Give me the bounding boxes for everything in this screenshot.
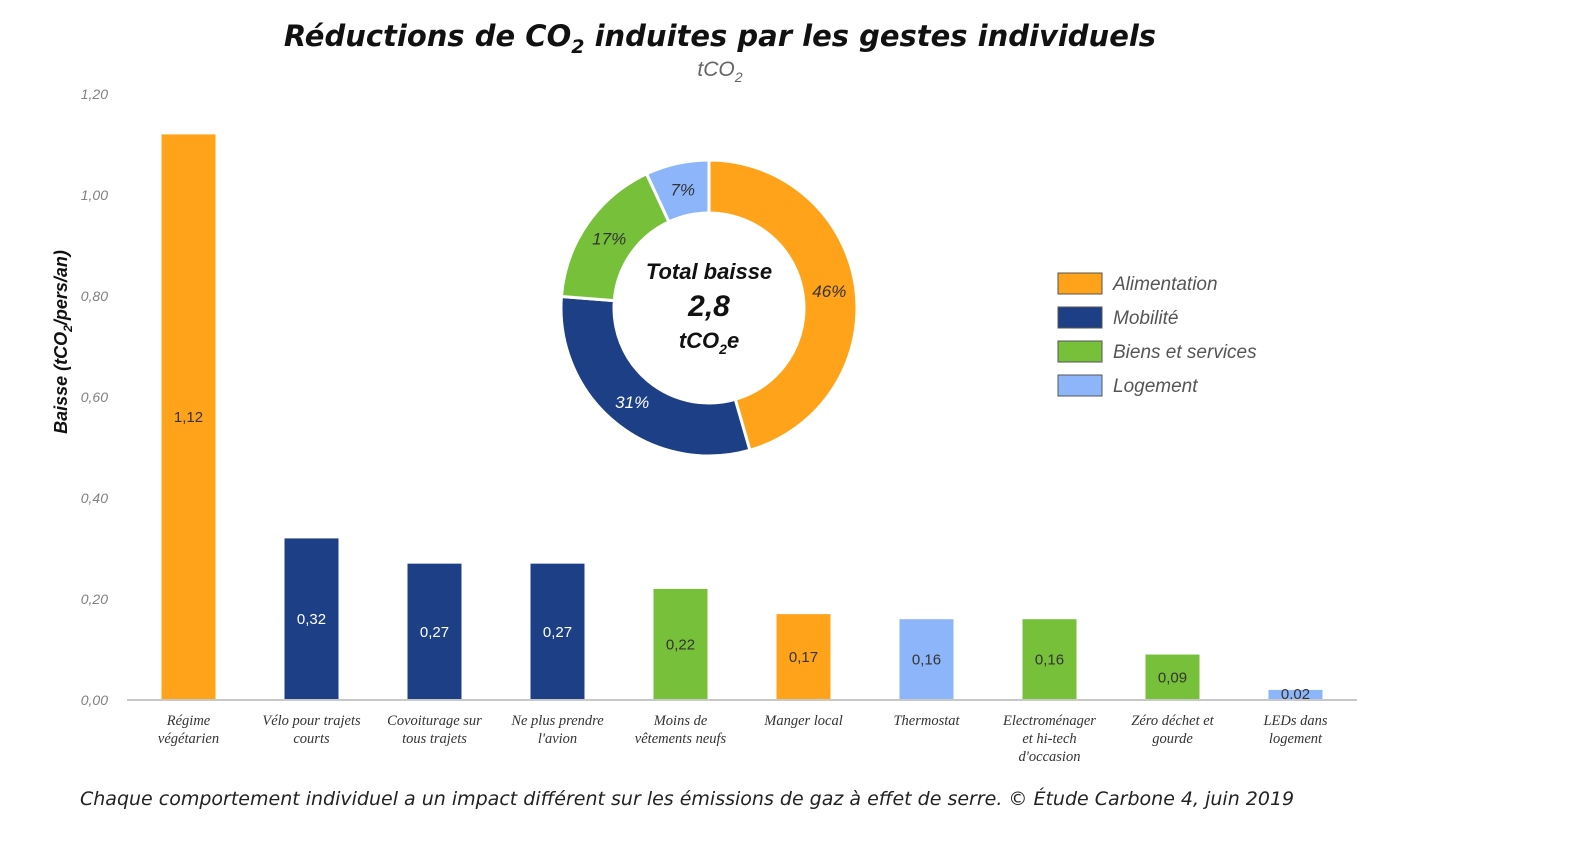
chart-title-part: Réductions de CO xyxy=(284,19,571,53)
x-tick-label: Vélo pour trajets courts xyxy=(262,713,361,747)
x-tick-label-line: Covoiturage sur xyxy=(387,713,482,729)
bar-value-label: 0,22 xyxy=(666,636,695,653)
legend: Alimentation Mobilité Biens et services Log… xyxy=(1057,272,1257,397)
x-tick-label: Covoiturage sur tous trajets xyxy=(387,713,482,747)
bar xyxy=(1145,654,1200,700)
donut-unit-part: e xyxy=(727,328,739,353)
bar-value-label: 0,16 xyxy=(1035,652,1064,669)
legend-label: Biens et services xyxy=(1113,342,1257,363)
figure-caption: Chaque comportement individuel a un impa… xyxy=(80,788,1295,810)
bar-value-label: 1,12 xyxy=(174,409,203,426)
legend-swatch xyxy=(1057,340,1103,363)
y-axis-label-subscript: 2 xyxy=(61,325,75,333)
bar xyxy=(899,619,954,700)
bar xyxy=(1268,689,1323,700)
x-tick-label: Thermostat xyxy=(893,713,960,729)
x-tick-label: Ne plus prendre l'avion xyxy=(510,713,604,747)
x-tick-label-line: logement xyxy=(1269,731,1323,747)
donut-total-value: 2,8 xyxy=(687,290,730,323)
donut-slice xyxy=(707,158,859,453)
chart-title-part: induites par les gestes individuels xyxy=(584,19,1156,53)
x-tick-label: Zéro déchet et gourde xyxy=(1131,713,1214,747)
y-axis: 0,00 0,20 0,40 0,60 0,80 1,00 1,20 Baisse (tCO2… xyxy=(51,86,108,708)
legend-label: Logement xyxy=(1113,376,1198,397)
donut-chart: 46% 31% 17% 7% Total baisse 2,8 tCO2e xyxy=(559,158,859,458)
y-tick-label: 0,60 xyxy=(81,389,108,405)
x-tick-label-line: vêtements neufs xyxy=(635,731,727,747)
donut-center-label: Total baisse xyxy=(646,259,772,284)
donut-slice xyxy=(559,294,752,458)
chart-title-subscript: 2 xyxy=(571,36,584,58)
x-tick-label-line: Thermostat xyxy=(893,713,960,729)
bar xyxy=(776,614,831,700)
y-tick-label: 1,20 xyxy=(81,86,108,102)
x-tick-label-line: l'avion xyxy=(538,731,577,747)
x-tick-label-line: végétarien xyxy=(158,731,219,747)
y-tick-label: 0,00 xyxy=(81,692,108,708)
y-tick-label: 0,20 xyxy=(81,591,108,607)
y-tick-label: 0,40 xyxy=(81,490,108,506)
y-tick-label: 1,00 xyxy=(81,187,108,203)
chart-subtitle-subscript: 2 xyxy=(734,69,743,85)
donut-slice-label: 17% xyxy=(592,230,626,249)
bar xyxy=(284,538,339,700)
bar xyxy=(1022,619,1077,700)
donut-slice-label: 31% xyxy=(615,393,649,412)
x-tick-label-line: tous trajets xyxy=(402,731,467,747)
y-axis-label-part: /pers/an) xyxy=(51,250,71,326)
donut-slice xyxy=(644,158,711,224)
x-tick-label-line: d'occasion xyxy=(1019,749,1081,765)
x-tick-label-line: courts xyxy=(293,731,330,747)
donut-unit-subscript: 2 xyxy=(718,341,727,357)
bar xyxy=(653,588,708,700)
x-tick-label-line: Zéro déchet et xyxy=(1131,713,1214,729)
bar-value-label: 0,09 xyxy=(1158,669,1187,686)
bar-value-label: 0,27 xyxy=(420,624,449,641)
y-tick-label: 0,80 xyxy=(81,288,108,304)
legend-swatch xyxy=(1057,272,1103,295)
x-tick-label-line: Vélo pour trajets xyxy=(262,713,361,729)
x-tick-label-line: Manger local xyxy=(763,713,843,729)
x-tick-label-line: et hi-tech xyxy=(1022,731,1076,747)
bar-value-label: 0,02 xyxy=(1281,686,1310,703)
x-tick-label: Electroménager et hi-tech d'occasion xyxy=(1002,713,1096,765)
chart-title: Réductions de CO2 induites par les geste… xyxy=(284,19,1156,58)
chart-subtitle: tCO2 xyxy=(697,58,742,85)
x-tick-label-line: Electroménager xyxy=(1002,713,1096,729)
bar-value-label: 0,17 xyxy=(789,649,818,666)
x-tick-label-line: LEDs dans xyxy=(1262,713,1327,729)
donut-slice-label: 46% xyxy=(812,282,846,301)
legend-swatch xyxy=(1057,306,1103,329)
legend-swatch xyxy=(1057,374,1103,397)
y-axis-label: Baisse (tCO2/pers/an) xyxy=(51,250,75,434)
chart-title-group: Réductions de CO2 induites par les geste… xyxy=(284,19,1156,85)
bar xyxy=(161,134,216,700)
x-axis: Régime végétarien Vélo pour trajets courts C… xyxy=(127,699,1357,765)
bar xyxy=(407,563,462,700)
chart-subtitle-part: tCO xyxy=(697,58,734,81)
x-tick-label-line: gourde xyxy=(1152,731,1193,747)
x-tick-label: Moins de vêtements neufs xyxy=(635,713,727,747)
x-tick-label-line: Régime xyxy=(166,713,211,729)
legend-label: Mobilité xyxy=(1113,308,1178,329)
donut-slice-label: 7% xyxy=(670,180,695,199)
x-tick-label-line: Moins de xyxy=(653,713,708,729)
legend-label: Alimentation xyxy=(1112,274,1218,295)
y-axis-label-part: Baisse (tCO xyxy=(51,332,71,434)
donut-unit-label: tCO2e xyxy=(679,328,739,357)
x-tick-label: Régime végétarien xyxy=(158,713,219,747)
x-tick-label-line: Ne plus prendre xyxy=(510,713,604,729)
bar-value-label: 0,27 xyxy=(543,624,572,641)
bars-group: 1,12 0,32 0,27 0,27 0,22 0,17 0,16 0,16 0,09 0,02 xyxy=(161,134,1323,703)
bar-value-label: 0,32 xyxy=(297,611,326,628)
bar-value-label: 0,16 xyxy=(912,652,941,669)
x-tick-label: LEDs dans logement xyxy=(1262,713,1327,747)
x-tick-label: Manger local xyxy=(763,713,843,729)
donut-unit-part: tCO xyxy=(679,328,719,353)
bar xyxy=(530,563,585,700)
